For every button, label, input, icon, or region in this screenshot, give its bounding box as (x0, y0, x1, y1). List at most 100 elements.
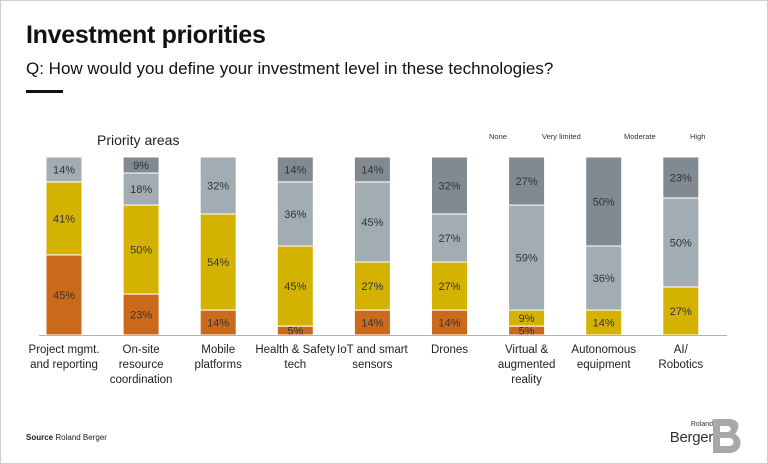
data-label: 50% (670, 237, 692, 249)
data-label: 45% (53, 290, 75, 302)
category-label-line: On-site (123, 344, 160, 356)
data-label: 5% (287, 326, 303, 338)
bar-segment (508, 204, 546, 311)
data-label: 18% (130, 184, 152, 196)
data-label: 14% (53, 164, 75, 176)
category-label: Virtual & augmented reality (498, 344, 556, 386)
data-label: 14% (593, 318, 615, 330)
category-label-line: and reporting (30, 359, 98, 371)
data-label: 23% (670, 172, 692, 184)
category-label: Autonomous equipment (571, 344, 636, 371)
data-label: 36% (593, 273, 615, 285)
bar-segment (508, 156, 546, 206)
category-label: On-site resource coordination (110, 344, 173, 386)
legend-very-limited: Very limited (542, 132, 581, 141)
legend-high: High (690, 132, 705, 141)
category-label-line: Project mgmt. (29, 344, 100, 356)
data-label: 27% (670, 306, 692, 318)
category-label-line: Autonomous (571, 344, 636, 356)
bar-segment (45, 181, 83, 256)
category-label-line: Mobile (201, 344, 235, 356)
category-label-line: AI/ (674, 344, 689, 356)
category-label-line: Virtual & (505, 344, 549, 356)
chart-title: Priority areas (97, 132, 179, 148)
data-label: 9% (519, 313, 535, 325)
bar-segment (353, 156, 391, 183)
bar-segment (199, 156, 237, 215)
category-label-line: resource (119, 359, 164, 371)
title-divider (26, 90, 63, 93)
slide-title: Investment priorities (26, 21, 266, 49)
bar-segment (585, 245, 623, 311)
slide-subtitle: Q: How would you define your investment … (26, 59, 554, 78)
bar-segment (45, 254, 83, 336)
source-label: Source (26, 433, 54, 442)
bar-segment (276, 156, 314, 183)
data-label: 36% (284, 209, 306, 221)
source-name: Roland Berger (55, 433, 107, 442)
data-label: 59% (516, 253, 538, 265)
data-label: 14% (361, 318, 383, 330)
category-label: Mobile platforms (195, 344, 243, 371)
data-label: 45% (284, 281, 306, 293)
data-label: 50% (130, 245, 152, 257)
bar-segment (662, 286, 700, 336)
logo-text-berger: Berger (669, 429, 714, 446)
data-label: 14% (438, 318, 460, 330)
bar-segment (199, 213, 237, 311)
bar-segment (122, 156, 160, 174)
data-label: 32% (438, 180, 460, 192)
data-label: 27% (438, 281, 460, 293)
category-label-line: IoT and smart (337, 344, 409, 356)
bar-segment (585, 156, 623, 247)
source-note: Source Roland Berger (26, 433, 107, 442)
bar-segment (431, 213, 468, 263)
category-label: Drones (431, 344, 468, 356)
data-label: 54% (207, 257, 229, 269)
logo-text-roland: Roland (690, 421, 713, 428)
category-label: Project mgmt. and reporting (29, 344, 100, 371)
data-label: 45% (361, 217, 383, 229)
bar-segment (276, 245, 314, 327)
category-label-line: Health & Safety (255, 344, 335, 356)
data-label: 27% (438, 233, 460, 245)
data-label: 32% (207, 180, 229, 192)
data-label: 14% (207, 318, 229, 330)
legend-none: None (489, 132, 507, 141)
category-label-line: reality (511, 374, 542, 386)
category-label: Health & Safety tech (255, 344, 335, 371)
data-label: 9% (133, 160, 149, 172)
bar-segment (353, 309, 391, 336)
data-label: 23% (130, 310, 152, 322)
category-label-line: sensors (352, 359, 393, 371)
category-label-line: Drones (431, 344, 468, 356)
bar-segment (585, 309, 623, 336)
logo-b-mark-icon (713, 419, 741, 453)
bar-segment (431, 309, 468, 336)
data-label: 14% (361, 164, 383, 176)
roland-berger-logo: Roland Berger (669, 415, 749, 455)
data-label: 5% (519, 326, 535, 338)
category-label-line: equipment (577, 359, 632, 371)
bar-segment (276, 181, 314, 247)
category-label: AI/Robotics (658, 344, 703, 371)
data-label: 41% (53, 213, 75, 225)
category-label-line: platforms (195, 359, 243, 371)
bar-segment (431, 156, 468, 215)
category-label-line: augmented (498, 359, 556, 371)
bar-segment (45, 156, 83, 183)
data-label: 27% (516, 176, 538, 188)
bar-segment (353, 181, 391, 263)
category-label-line: Robotics (658, 359, 703, 371)
data-label: 14% (284, 164, 306, 176)
data-label: 50% (593, 197, 615, 209)
legend-moderate: Moderate (624, 132, 656, 141)
bar-segment (662, 156, 700, 199)
data-label: 27% (361, 281, 383, 293)
category-label: IoT and smart sensors (337, 344, 409, 371)
bar-segment (353, 261, 391, 311)
category-label-line: coordination (110, 374, 173, 386)
bar-segment (662, 197, 700, 288)
